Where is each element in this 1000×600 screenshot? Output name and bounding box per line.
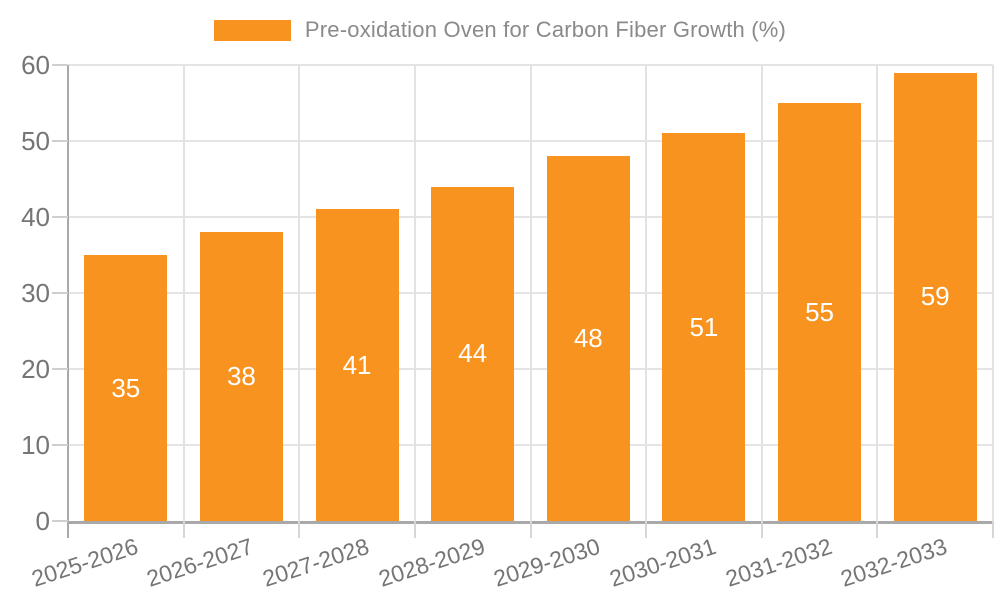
v-gridline (298, 65, 301, 521)
y-axis-tick (52, 216, 68, 218)
v-gridline (645, 65, 648, 521)
bar-value-label: 51 (689, 311, 719, 342)
x-axis-tick (413, 521, 416, 538)
y-tick-label: 60 (21, 50, 50, 80)
bar-value-label: 55 (805, 296, 835, 327)
y-axis-tick (52, 520, 68, 522)
x-tick-label: 2029-2030 (490, 533, 604, 592)
x-axis-tick (182, 521, 185, 538)
legend-label: Pre-oxidation Oven for Carbon Fiber Grow… (304, 17, 787, 42)
x-tick-label: 2025-2026 (28, 533, 141, 592)
v-gridline (182, 65, 185, 521)
v-gridline (413, 65, 416, 521)
bar-value-label: 38 (226, 361, 256, 392)
bar: 44 (431, 186, 515, 521)
bar: 38 (199, 232, 283, 521)
y-tick-label: 30 (21, 278, 50, 308)
x-tick-label: 2026-2027 (143, 533, 257, 592)
y-tick-label: 50 (21, 126, 50, 156)
x-tick-label: 2032-2033 (837, 533, 951, 592)
y-axis-tick (52, 64, 68, 66)
legend-swatch (213, 19, 291, 41)
bar: 35 (84, 255, 168, 521)
v-gridline (529, 65, 532, 521)
y-axis-tick (52, 444, 68, 446)
x-axis-tick (645, 521, 648, 538)
y-axis-tick (52, 368, 68, 370)
y-tick-label: 10 (21, 430, 50, 460)
bar: 51 (662, 133, 746, 521)
y-tick-label: 20 (21, 354, 50, 384)
bar-value-label: 59 (920, 281, 950, 312)
v-gridline (760, 65, 763, 521)
v-gridline (992, 65, 994, 521)
x-axis-tick (760, 521, 763, 538)
y-axis-line (67, 65, 69, 538)
x-tick-label: 2027-2028 (259, 533, 373, 592)
x-axis-tick (529, 521, 532, 538)
x-axis-tick (298, 521, 301, 538)
bar-value-label: 41 (342, 349, 372, 380)
v-gridline (876, 65, 879, 521)
x-tick-label: 2030-2031 (606, 533, 719, 592)
x-tick-label: 2028-2029 (375, 533, 488, 592)
y-axis-tick (52, 292, 68, 294)
bar: 55 (778, 103, 862, 521)
y-tick-label: 40 (21, 202, 50, 232)
bar-value-label: 35 (111, 372, 141, 403)
y-axis-tick (52, 140, 68, 142)
y-tick-label: 0 (35, 506, 50, 536)
bar: 48 (546, 156, 630, 521)
x-tick-label: 2031-2032 (721, 533, 835, 592)
bar: 41 (315, 209, 399, 521)
legend: Pre-oxidation Oven for Carbon Fiber Grow… (0, 17, 1000, 43)
bar: 59 (893, 72, 977, 521)
bar-value-label: 44 (458, 338, 488, 369)
x-axis-tick (876, 521, 879, 538)
plot-area: 35 38 41 44 48 51 55 59 (68, 64, 994, 521)
x-axis-tick (992, 521, 994, 538)
bar-value-label: 48 (573, 323, 603, 354)
